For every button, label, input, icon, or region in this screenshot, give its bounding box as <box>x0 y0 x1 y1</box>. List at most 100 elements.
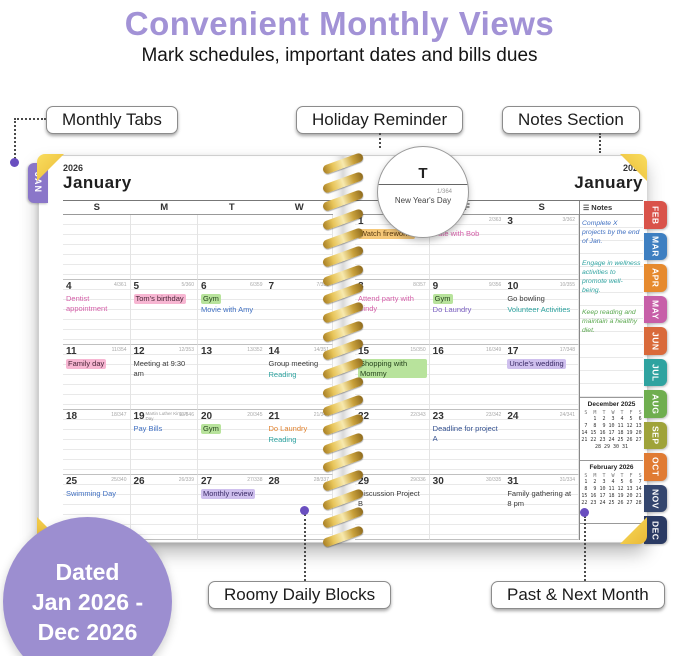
holiday-label: Martin Luther King Jr. Day <box>145 411 189 421</box>
cell-entries: Discussion Project B <box>357 489 427 508</box>
calendar-day-cell: 22 22/343 <box>355 410 430 475</box>
magnified-holiday-name: New Year's Day <box>394 196 452 205</box>
cell-entries: Monthly review <box>200 489 264 499</box>
day-of-year-counter: 8/357 <box>413 282 426 288</box>
calendar-entry: Deadline for project A <box>432 424 498 443</box>
calendar-day-cell <box>265 215 333 280</box>
mini-calendar-day-headers: S M T W T F S <box>581 410 642 416</box>
pointer-dot <box>300 506 309 515</box>
calendar-entry: Monthly review <box>201 489 256 499</box>
calendar-entry: Gym <box>432 294 453 304</box>
day-of-year-counter: 17/348 <box>559 347 575 353</box>
calendar-entry: Watch fireworks <box>358 229 416 239</box>
calendar-day-cell: 14 14/351 Group meeting Reading <box>265 345 333 410</box>
pointer-dot <box>580 508 589 517</box>
cell-entries: Watch fireworks <box>357 229 427 239</box>
day-of-year-counter: 29/336 <box>410 477 426 483</box>
calendar-day-cell: 5 5/360 Tom's birthday <box>130 280 198 345</box>
date-number: 11 <box>66 346 77 357</box>
calendar-day-cell: 23 23/342 Deadline for project A <box>429 410 505 475</box>
cell-entries: Pay Bills <box>133 424 196 434</box>
calendar-day-cell: 7 7/358 <box>265 280 333 345</box>
calendar-day-cell: 30 30/335 <box>429 475 505 540</box>
month-label: January <box>63 173 132 192</box>
calendar-day-cell: 26 26/339 <box>130 475 198 540</box>
day-of-year-counter: 3/362 <box>562 217 575 223</box>
date-number: 10 <box>507 281 519 292</box>
calendar-day-cell: 15 15/350 Shopping with Mommy <box>355 345 430 410</box>
connector-line <box>379 133 381 148</box>
calendar-entry: Reading <box>268 369 297 379</box>
dated-range-badge: Dated Jan 2026 - Dec 2026 <box>3 517 172 656</box>
right-page-header: 2026 January <box>355 156 643 201</box>
cell-entries: Do Laundry Reading <box>268 424 331 444</box>
magnified-day-letter: T <box>378 147 468 185</box>
date-number: 19 <box>133 411 145 422</box>
calendar-day-cell: 20 20/345 Gym <box>198 410 266 475</box>
calendar-entry: Shopping with Mommy <box>358 359 427 378</box>
day-of-year-counter: 21/344 <box>313 412 329 418</box>
date-number: 30 <box>432 476 444 487</box>
date-number: 14 <box>268 346 280 357</box>
date-number: 18 <box>66 411 78 422</box>
cell-entries: Meeting at 9:30 am <box>133 359 196 378</box>
cell-entries: Gym Movie with Amy <box>200 294 264 314</box>
mini-calendar-week: 28 29 30 31 <box>594 444 629 450</box>
month-tab: OCT <box>644 453 667 481</box>
day-of-year-counter: 27/338 <box>247 477 263 483</box>
date-number: 25 <box>66 476 78 487</box>
mini-calendar-week: 1 2 3 4 5 6 7 <box>581 479 642 485</box>
calendar-entry: Family gathering at 8 pm <box>507 489 572 508</box>
date-number: 26 <box>133 476 145 487</box>
mini-calendar-week: 1 2 3 4 5 6 <box>581 416 642 422</box>
calendar-entry: Do Laundry <box>432 304 472 314</box>
cell-entries: Family day <box>65 359 128 369</box>
mini-calendar-week: 14 15 16 17 18 19 20 <box>581 430 642 436</box>
mini-calendar-title: February 2026 <box>589 464 634 471</box>
mini-calendar-weeks: 1 2 3 4 5 6 7 8 9 10 11 12 13 14 15 16 17… <box>580 416 643 451</box>
month-tab: DEC <box>644 516 667 545</box>
cell-entries: Dentist appointment <box>65 294 128 313</box>
calendar-day-cell: 12 12/353 Meeting at 9:30 am <box>130 345 198 410</box>
day-of-year-counter: 5/360 <box>181 282 194 288</box>
notes-section: ☰ Notes Complete X projects by the end o… <box>579 201 643 540</box>
day-of-week-label: M <box>160 202 169 213</box>
day-of-year-counter: 11/354 <box>111 347 127 353</box>
calendar-day-cell <box>130 215 198 280</box>
calendar-entry: Go bowling <box>507 294 545 303</box>
day-of-year-counter: 14/351 <box>313 347 329 353</box>
cell-entries: Uncle's wedding <box>506 359 576 369</box>
calendar-day-cell: 9 9/356 Gym Do Laundry <box>429 280 505 345</box>
day-of-year-counter: 6/359 <box>249 282 263 288</box>
callout-monthly-tabs: Monthly Tabs <box>46 106 178 134</box>
date-number: 9 <box>432 281 439 292</box>
calendar-day-cell: 4 4/361 Dentist appointment <box>63 280 131 345</box>
year-label: 2026 <box>63 163 84 173</box>
cell-entries: Tom's birthday <box>133 294 196 304</box>
calendar-entry: Pay Bills <box>133 424 163 433</box>
connector-line <box>599 133 601 153</box>
date-number: 31 <box>507 476 519 487</box>
connector-line <box>304 514 306 581</box>
calendar-day-cell: 29 29/336 Discussion Project B <box>355 475 430 540</box>
mini-calendar-week: 8 9 10 11 12 13 14 <box>581 486 642 492</box>
date-number: 7 <box>268 281 275 292</box>
day-of-year-counter: 26/339 <box>178 477 194 483</box>
calendar-day-cell: 11 11/354 Family day <box>63 345 131 410</box>
calendar-day-cell: 28 28/337 <box>265 475 333 540</box>
calendar-day-cell <box>63 215 131 280</box>
month-label: January <box>574 173 643 192</box>
day-of-year-counter: 19/346 <box>178 412 194 418</box>
cell-entries: Group meeting Reading <box>268 359 331 379</box>
connector-line <box>584 516 586 581</box>
calendar-day-cell: 16 16/349 <box>429 345 505 410</box>
calendar-day-cell: 10 10/355 Go bowling Volunteer Activities <box>504 280 579 345</box>
month-tab: SEP <box>644 421 667 450</box>
month-tabs-column: FEB MAR APR MAY JUN JUL AUG SEP OCT NOV DEC <box>644 201 667 545</box>
calendar-entry: Movie with Amy <box>201 304 254 314</box>
month-tab: MAY <box>644 295 667 324</box>
calendar-entry: Uncle's wedding <box>507 359 566 369</box>
calendar-entry: Gym <box>201 424 221 434</box>
